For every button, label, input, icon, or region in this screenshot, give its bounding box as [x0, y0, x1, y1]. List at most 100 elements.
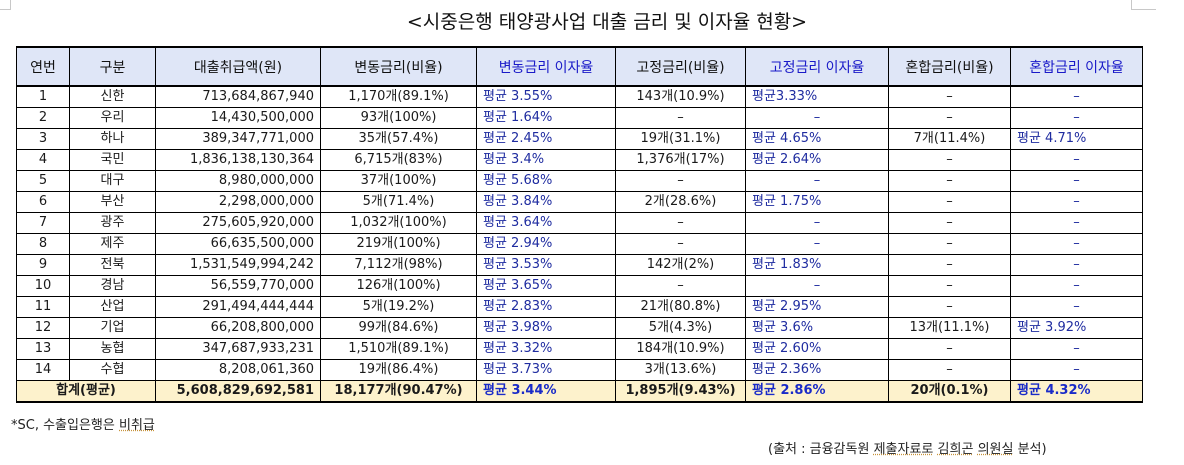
cell-fixed-rate: 평균 1.75%	[745, 191, 889, 213]
cell-mixed-ratio: –	[888, 107, 1011, 129]
header-fixed-rate-ratio: 고정금리(비율)	[615, 46, 746, 87]
table-row: 6 부산 2,298,000,000 5개(71.4%) 평균 3.84% 2개(28.6…	[16, 191, 1143, 213]
cell-bank: 국민	[69, 149, 156, 171]
cell-mixed-ratio: –	[888, 85, 1011, 108]
cell-variable-rate: 평균 3.4%	[476, 149, 616, 171]
cell-mixed-ratio: –	[888, 170, 1011, 192]
cell-fixed-rate: –	[745, 275, 889, 297]
cell-mixed-ratio: –	[888, 296, 1011, 318]
cell-bank: 대구	[69, 170, 156, 192]
cell-loan-amount: 275,605,920,000	[155, 212, 321, 234]
cell-fixed-ratio: –	[615, 212, 746, 234]
cell-no: 13	[16, 338, 70, 360]
cell-fixed-ratio: –	[615, 233, 746, 255]
cell-loan-amount: 347,687,933,231	[155, 338, 321, 360]
cell-bank: 부산	[69, 191, 156, 213]
cell-bank: 하나	[69, 128, 156, 150]
cell-loan-amount: 713,684,867,940	[155, 85, 321, 108]
cell-fixed-rate: 평균 2.64%	[745, 149, 889, 171]
cell-variable-rate: 평균 3.65%	[476, 275, 616, 297]
table-header-row: 연번 구분 대출취급액(원) 변동금리(비율) 변동금리 이자율 고정금리(비율…	[16, 46, 1143, 87]
cell-mixed-rate: –	[1010, 212, 1143, 234]
cell-bank: 광주	[69, 212, 156, 234]
cell-variable-rate: 평균 3.32%	[476, 338, 616, 360]
cell-no: 9	[16, 254, 70, 276]
cell-variable-ratio: 1,032개(100%)	[320, 212, 477, 234]
cell-fixed-rate: 평균 2.95%	[745, 296, 889, 318]
cell-fixed-ratio: –	[615, 107, 746, 129]
cell-mixed-rate: –	[1010, 359, 1143, 381]
cell-loan-amount: 2,298,000,000	[155, 191, 321, 213]
cell-loan-amount: 1,836,138,130,364	[155, 149, 321, 171]
footnote-text: *SC, 수출입은행은	[11, 418, 119, 433]
table-row: 1 신한 713,684,867,940 1,170개(89.1%) 평균 3.55% 1…	[16, 85, 1143, 108]
cell-fixed-rate: 평균 2.36%	[745, 359, 889, 381]
cell-loan-amount: 56,559,770,000	[155, 275, 321, 297]
cell-variable-rate: 평균 2.83%	[476, 296, 616, 318]
cell-mixed-ratio: –	[888, 212, 1011, 234]
footnote-underlined-text: 비취급	[119, 418, 155, 433]
solar-loan-rate-table: 연번 구분 대출취급액(원) 변동금리(비율) 변동금리 이자율 고정금리(비율…	[16, 46, 1143, 403]
total-label: 합계(평균)	[16, 380, 156, 403]
cell-mixed-ratio: –	[888, 338, 1011, 360]
cell-fixed-ratio: –	[615, 275, 746, 297]
cell-mixed-rate: 평균 4.71%	[1010, 128, 1143, 150]
cell-variable-ratio: 99개(84.6%)	[320, 317, 477, 339]
total-mixed-ratio: 20개(0.1%)	[888, 380, 1011, 403]
total-mixed-rate: 평균 4.32%	[1010, 380, 1143, 403]
cell-no: 14	[16, 359, 70, 381]
cell-bank: 기업	[69, 317, 156, 339]
cell-no: 7	[16, 212, 70, 234]
cell-fixed-rate: 평균 2.60%	[745, 338, 889, 360]
cell-mixed-ratio: –	[888, 233, 1011, 255]
cell-variable-rate: 평균 2.45%	[476, 128, 616, 150]
source-open: (출처 : 금융감독원	[768, 442, 874, 457]
cell-mixed-rate: 평균 3.92%	[1010, 317, 1143, 339]
header-mixed-interest-rate: 혼합금리 이자율	[1010, 46, 1143, 87]
cell-fixed-rate: 평균 1.83%	[745, 254, 889, 276]
cell-no: 11	[16, 296, 70, 318]
cell-variable-ratio: 7,112개(98%)	[320, 254, 477, 276]
cell-no: 4	[16, 149, 70, 171]
cell-bank: 전북	[69, 254, 156, 276]
cell-mixed-rate: –	[1010, 107, 1143, 129]
cell-fixed-rate: –	[745, 212, 889, 234]
cell-variable-ratio: 37개(100%)	[320, 170, 477, 192]
cell-mixed-ratio: –	[888, 191, 1011, 213]
cell-no: 6	[16, 191, 70, 213]
cell-no: 2	[16, 107, 70, 129]
cell-variable-ratio: 5개(19.2%)	[320, 296, 477, 318]
cell-mixed-rate: –	[1010, 191, 1143, 213]
cell-variable-ratio: 1,510개(89.1%)	[320, 338, 477, 360]
cell-no: 12	[16, 317, 70, 339]
cell-fixed-rate: 평균 4.65%	[745, 128, 889, 150]
cell-variable-ratio: 1,170개(89.1%)	[320, 85, 477, 108]
cell-variable-ratio: 19개(86.4%)	[320, 359, 477, 381]
cell-bank: 수협	[69, 359, 156, 381]
cell-fixed-rate: –	[745, 170, 889, 192]
cell-fixed-ratio: 21개(80.8%)	[615, 296, 746, 318]
cell-fixed-ratio: 143개(10.9%)	[615, 85, 746, 108]
page-corner-mark-right	[1131, 0, 1156, 10]
table-row: 2 우리 14,430,500,000 93개(100%) 평균 1.64% – – – –	[16, 107, 1143, 129]
source-part-2: 김희곤	[937, 442, 974, 457]
cell-mixed-ratio: –	[888, 275, 1011, 297]
table-total-row: 합계(평균) 5,608,829,692,581 18,177개(90.47%) 평균…	[16, 380, 1143, 403]
cell-mixed-rate: –	[1010, 233, 1143, 255]
header-fixed-interest-rate: 고정금리 이자율	[745, 46, 889, 87]
table-row: 7 광주 275,605,920,000 1,032개(100%) 평균 3.64% – –…	[16, 212, 1143, 234]
total-variable-ratio: 18,177개(90.47%)	[320, 380, 477, 403]
header-mixed-rate-ratio: 혼합금리(비율)	[888, 46, 1011, 87]
cell-variable-rate: 평균 3.98%	[476, 317, 616, 339]
cell-bank: 신한	[69, 85, 156, 108]
cell-loan-amount: 1,531,549,994,242	[155, 254, 321, 276]
header-variable-rate-ratio: 변동금리(비율)	[320, 46, 477, 87]
page-corner-mark-left	[0, 0, 11, 10]
total-variable-rate: 평균 3.44%	[476, 380, 616, 403]
cell-mixed-rate: –	[1010, 170, 1143, 192]
cell-mixed-ratio: –	[888, 254, 1011, 276]
cell-variable-rate: 평균 5.68%	[476, 170, 616, 192]
cell-fixed-rate: –	[745, 233, 889, 255]
cell-loan-amount: 291,494,444,444	[155, 296, 321, 318]
total-loan-amount: 5,608,829,692,581	[155, 380, 321, 403]
